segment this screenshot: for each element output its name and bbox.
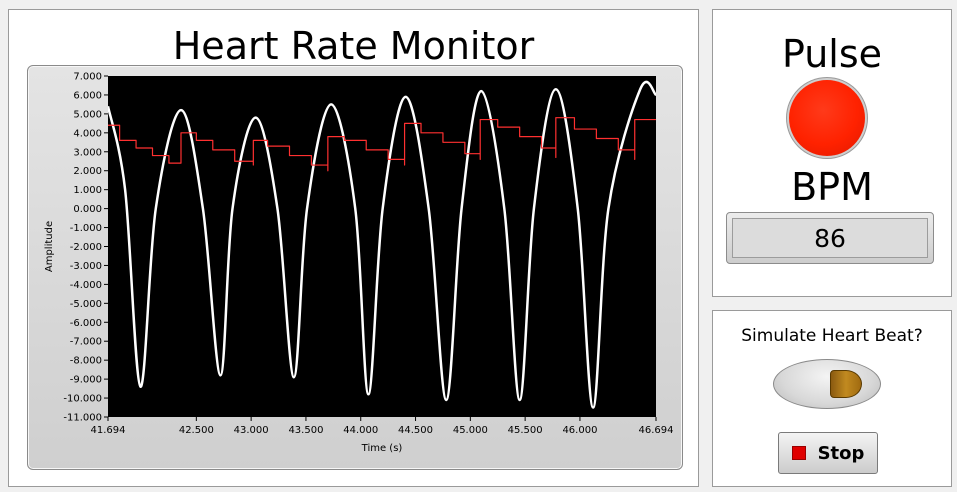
y-tick-label: -10.000 [63,394,102,405]
y-tick-label: -8.000 [70,356,102,367]
y-tick-label: 4.000 [73,128,102,139]
simulate-heart-beat-toggle[interactable] [773,359,881,409]
x-tick-label: 41.694 [91,425,126,436]
x-tick-label: 45.000 [453,425,488,436]
y-tick-label: 7.000 [73,72,102,83]
simulate-label: Simulate Heart Beat? [741,326,923,346]
x-axis-label: Time (s) [361,443,403,454]
y-tick-label: 3.000 [73,147,102,158]
x-tick-label: 42.500 [179,425,214,436]
toggle-nub-icon [830,370,862,398]
y-tick-label: 0.000 [73,204,102,215]
y-tick-label: -1.000 [70,223,102,234]
x-tick-label: 43.000 [234,425,269,436]
monitor-title: Heart Rate Monitor [172,24,535,68]
y-tick-label: 5.000 [73,109,102,120]
y-tick-label: -4.000 [70,280,102,291]
x-tick-label: 44.500 [398,425,433,436]
y-tick-label: -9.000 [70,375,102,386]
y-tick-label: -11.000 [63,413,102,424]
simulate-panel: Simulate Heart Beat? Stop [712,310,952,487]
x-tick-label: 46.694 [639,425,674,436]
waveform-graph: 7.000 6.000 5.000 4.000 3.000 2.000 1.000 0.000… [27,65,683,470]
pulse-panel: Pulse BPM 86 [712,9,952,297]
x-tick-label: 44.000 [343,425,378,436]
pulse-label: Pulse [781,32,883,76]
y-tick-label: -5.000 [70,299,102,310]
bpm-label: BPM [791,165,873,209]
x-tick-label: 46.000 [562,425,597,436]
series-line-waveform [108,80,656,409]
y-tick-label: -3.000 [70,261,102,272]
series-line-threshold [108,117,656,172]
bpm-display: 86 [726,212,934,264]
y-axis-label: Amplitude [44,221,55,272]
pulse-led-indicator [789,80,865,156]
heart-rate-monitor-panel: Heart Rate Monitor 7.000 6.000 5.000 4.000 3… [8,9,699,487]
plot-area [108,76,656,417]
stop-button-label: Stop [817,442,865,464]
y-tick-label: 2.000 [73,166,102,177]
y-tick-label: -2.000 [70,242,102,253]
x-tick-label: 43.500 [288,425,323,436]
y-tick-label: 1.000 [73,185,102,196]
waveform-chart: 7.000 6.000 5.000 4.000 3.000 2.000 1.000 0.000… [44,72,674,455]
x-tick-label: 45.500 [508,425,543,436]
y-tick-label: -6.000 [70,318,102,329]
y-tick-label: 6.000 [73,90,102,101]
y-tick-label: -7.000 [70,337,102,348]
stop-square-icon [791,446,806,460]
bpm-value: 86 [732,218,928,258]
stop-button[interactable]: Stop [778,432,878,474]
